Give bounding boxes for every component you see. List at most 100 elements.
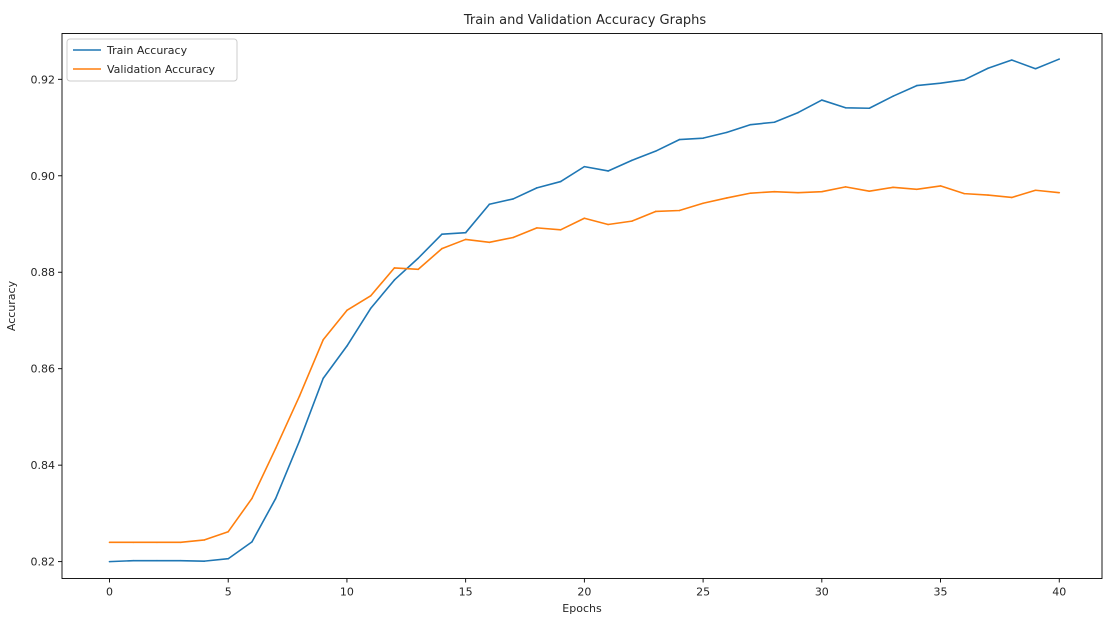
- x-axis: 0 5 10 15 20 25 30 35 40: [106, 578, 1066, 599]
- data-point-s0-22: [631, 159, 633, 162]
- data-point-s0-14: [441, 233, 443, 235]
- data-point-s0-27: [749, 123, 752, 126]
- y-tick-label: 0.86: [31, 363, 56, 376]
- data-point-s0-13: [417, 257, 419, 260]
- data-point-s1-20: [583, 217, 586, 220]
- data-point-s1-37: [987, 194, 989, 196]
- legend-box: [66, 38, 238, 82]
- data-point-s0-39: [1034, 67, 1037, 70]
- data-point-s0-12: [393, 279, 396, 281]
- data-point-s0-1: [132, 559, 135, 562]
- data-point-s0-40: [1058, 58, 1061, 60]
- x-tick-label: 15: [459, 586, 473, 599]
- plot-area: [61, 33, 1103, 579]
- data-point-s0-2: [156, 559, 158, 562]
- data-point-s0-4: [203, 560, 206, 562]
- data-point-s1-22: [631, 220, 633, 222]
- data-point-s1-21: [607, 223, 609, 226]
- data-point-s1-23: [654, 210, 657, 213]
- data-point-s0-24: [678, 138, 681, 141]
- data-point-s1-35: [939, 185, 942, 187]
- data-point-s1-40: [1058, 191, 1061, 194]
- data-point-s1-1: [132, 541, 135, 544]
- data-point-s1-39: [1034, 189, 1037, 192]
- x-tick-label: 10: [340, 586, 354, 599]
- data-point-s1-25: [702, 202, 704, 205]
- legend: Train Accuracy Validation Accuracy: [66, 38, 238, 82]
- data-point-s0-26: [726, 131, 728, 134]
- x-tick-label: 40: [1052, 586, 1066, 599]
- y-tick-label: 0.90: [31, 170, 56, 183]
- x-tick-label: 5: [225, 586, 232, 599]
- y-axis-label: Accuracy: [5, 280, 18, 331]
- data-point-s1-33: [892, 186, 894, 189]
- y-tick-label: 0.82: [31, 556, 56, 569]
- data-point-s1-28: [773, 190, 776, 193]
- data-point-s1-8: [298, 395, 301, 397]
- data-point-s1-9: [322, 338, 324, 341]
- data-point-s0-20: [583, 165, 586, 168]
- data-point-s1-13: [417, 268, 419, 271]
- series-line-0: [109, 58, 1060, 563]
- data-point-s1-7: [274, 447, 277, 450]
- data-point-s1-4: [203, 539, 206, 541]
- data-point-s1-27: [749, 192, 752, 194]
- data-point-s1-11: [369, 295, 372, 297]
- data-point-s0-6: [251, 541, 253, 543]
- data-point-s0-0: [108, 560, 111, 563]
- x-tick-label: 30: [815, 586, 829, 599]
- data-point-s0-35: [939, 82, 942, 84]
- data-point-s0-16: [488, 203, 491, 206]
- data-point-s0-18: [536, 187, 538, 189]
- x-tick-label: 0: [106, 586, 113, 599]
- data-point-s0-9: [322, 377, 324, 380]
- data-point-s0-10: [346, 345, 348, 347]
- plot-frame: [61, 33, 1103, 579]
- data-point-s1-3: [179, 541, 182, 544]
- legend-label-0: Train Accuracy: [106, 44, 188, 57]
- data-point-s1-18: [536, 227, 538, 229]
- data-point-s0-8: [298, 440, 301, 442]
- x-tick-label: 20: [577, 586, 591, 599]
- data-point-s1-16: [488, 241, 491, 244]
- data-point-s1-38: [1010, 196, 1013, 199]
- legend-label-1: Validation Accuracy: [107, 63, 216, 76]
- data-point-s0-28: [773, 121, 776, 124]
- data-point-s0-25: [702, 137, 704, 139]
- data-point-s1-10: [346, 309, 348, 312]
- x-axis-label: Epochs: [562, 602, 602, 615]
- data-point-s0-36: [963, 79, 966, 81]
- data-point-s0-11: [369, 307, 372, 310]
- data-point-s0-33: [892, 95, 894, 97]
- data-point-s1-2: [156, 541, 158, 544]
- y-tick-label: 0.84: [31, 459, 56, 472]
- chart-title: Train and Validation Accuracy Graphs: [463, 13, 707, 28]
- data-point-s1-19: [559, 229, 562, 231]
- data-point-s1-36: [963, 192, 966, 195]
- data-point-s0-29: [797, 111, 799, 114]
- data-point-s0-34: [915, 84, 918, 87]
- data-point-s0-37: [987, 67, 989, 70]
- data-point-s0-3: [179, 559, 182, 562]
- y-axis: 0.82 0.84 0.86 0.88 0.90 0.92: [31, 73, 62, 569]
- data-point-s0-23: [654, 150, 657, 152]
- data-point-s1-6: [251, 497, 253, 500]
- data-point-s0-19: [559, 180, 562, 183]
- data-point-s0-38: [1010, 59, 1013, 61]
- data-point-s0-32: [868, 107, 871, 110]
- data-point-s1-15: [464, 238, 467, 241]
- data-point-s1-5: [227, 530, 230, 533]
- x-tick-label: 35: [934, 586, 948, 599]
- data-point-s0-21: [607, 170, 609, 172]
- data-point-s1-34: [915, 188, 918, 191]
- data-point-s0-7: [274, 497, 277, 500]
- data-point-s0-30: [821, 99, 823, 101]
- data-point-s1-29: [797, 191, 799, 194]
- y-tick-label: 0.88: [31, 266, 56, 279]
- data-point-s1-30: [821, 190, 823, 193]
- data-point-s0-31: [844, 106, 847, 109]
- data-point-s1-26: [726, 197, 728, 199]
- data-point-s1-32: [868, 190, 871, 193]
- data-point-s1-0: [108, 541, 111, 544]
